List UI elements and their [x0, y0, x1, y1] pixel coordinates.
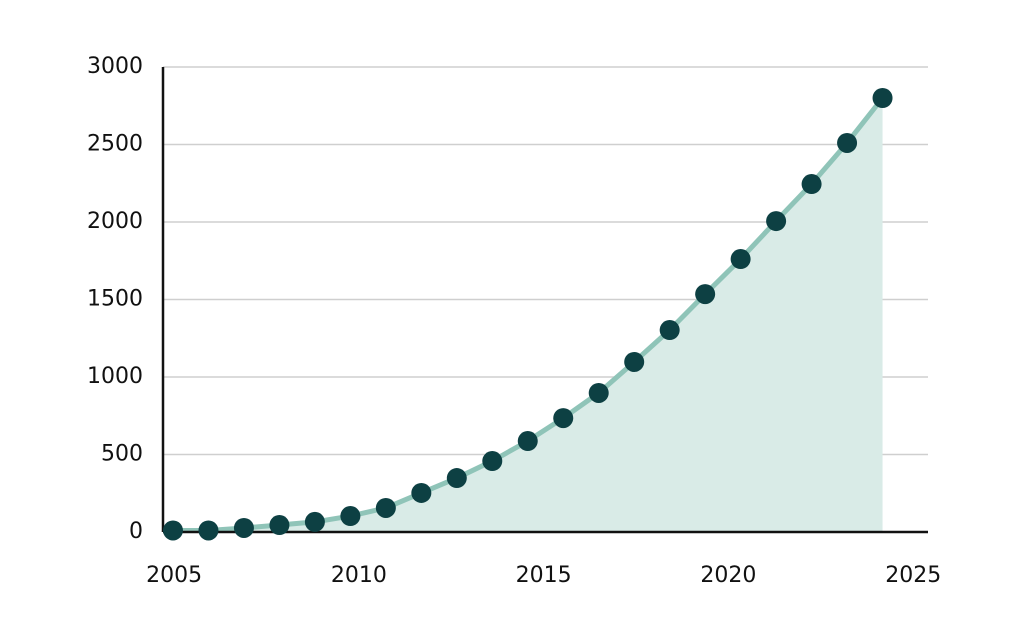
point	[659, 320, 680, 341]
point	[872, 88, 893, 108]
point	[233, 517, 254, 538]
x-tick-label: 2015	[516, 563, 572, 588]
point	[304, 511, 325, 532]
y-tick-label: 0	[129, 519, 143, 544]
y-tick-label: 1000	[87, 364, 143, 389]
point	[375, 497, 396, 518]
y-tick-label: 1500	[87, 287, 143, 312]
point	[482, 451, 503, 472]
point	[695, 284, 716, 305]
point	[340, 506, 361, 527]
point	[837, 132, 858, 153]
y-tick-label: 500	[101, 442, 143, 467]
x-tick-label: 2005	[146, 563, 202, 588]
point	[730, 249, 751, 270]
area-fill	[172, 98, 883, 532]
y-tick-label: 3000	[87, 54, 143, 79]
point	[588, 382, 609, 403]
point	[801, 174, 822, 195]
point	[269, 515, 290, 536]
point	[198, 520, 219, 541]
point	[624, 351, 645, 372]
point	[162, 520, 183, 541]
x-tick-label: 2025	[885, 563, 941, 588]
x-tick-label: 2010	[331, 563, 387, 588]
point	[517, 431, 538, 452]
y-tick-label: 2500	[87, 132, 143, 157]
y-tick-label: 2000	[87, 209, 143, 234]
point	[766, 211, 787, 232]
point	[446, 468, 467, 489]
point	[553, 408, 574, 429]
point	[411, 482, 432, 503]
x-tick-label: 2020	[700, 563, 756, 588]
